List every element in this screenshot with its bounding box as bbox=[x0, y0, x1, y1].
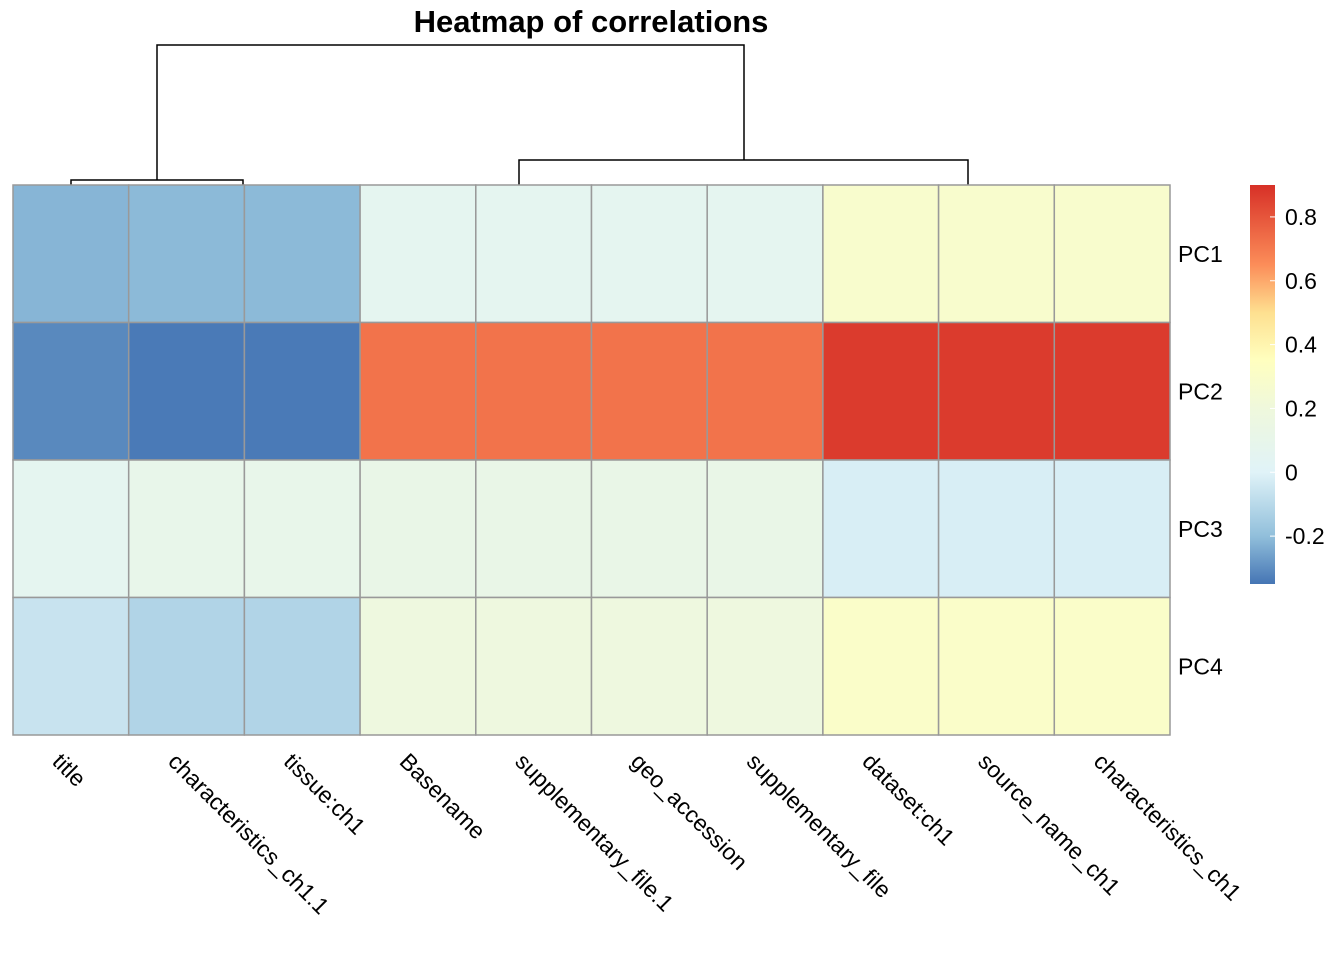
legend-tick-label: 0.8 bbox=[1285, 204, 1317, 230]
heatmap-cell bbox=[127, 321, 246, 461]
heatmap-cell bbox=[12, 184, 130, 324]
heatmap-cell bbox=[359, 596, 477, 736]
heatmap-cell bbox=[359, 459, 477, 599]
heatmap-cell bbox=[937, 321, 1056, 461]
heatmap-cell bbox=[1053, 321, 1171, 461]
heatmap-cell bbox=[706, 596, 824, 736]
column-label: Basename bbox=[395, 748, 491, 844]
legend-tick-label: 0.4 bbox=[1285, 332, 1317, 358]
column-label: geo_accession bbox=[626, 748, 753, 875]
heatmap-cell bbox=[127, 596, 246, 736]
heatmap-cell bbox=[822, 459, 940, 599]
legend-tick-label: 0.2 bbox=[1285, 395, 1317, 421]
heatmap-cell bbox=[359, 321, 477, 461]
heatmap-cells bbox=[12, 184, 1171, 736]
heatmap-cell bbox=[359, 184, 477, 324]
dendrogram-branch bbox=[518, 159, 969, 185]
heatmap-cell bbox=[590, 321, 708, 461]
heatmap-cell bbox=[706, 184, 824, 324]
chart-title: Heatmap of correlations bbox=[414, 4, 769, 39]
heatmap-cell bbox=[243, 459, 361, 599]
heatmap-cell bbox=[475, 321, 593, 461]
column-label: tissue:ch1 bbox=[279, 748, 371, 840]
heatmap-cell bbox=[243, 321, 361, 461]
heatmap-cell bbox=[1053, 184, 1171, 324]
legend-tick-label: -0.2 bbox=[1285, 523, 1325, 549]
heatmap-cell bbox=[590, 596, 708, 736]
heatmap-cell bbox=[1053, 596, 1171, 736]
heatmap-cell bbox=[12, 459, 130, 599]
row-label: PC3 bbox=[1178, 516, 1223, 542]
heatmap-cell bbox=[822, 596, 940, 736]
heatmap-cell bbox=[822, 184, 940, 324]
heatmap-cell bbox=[937, 184, 1056, 324]
heatmap-cell bbox=[475, 184, 593, 324]
row-label: PC1 bbox=[1178, 241, 1223, 267]
heatmap-cell bbox=[12, 321, 130, 461]
column-dendrogram bbox=[70, 44, 969, 185]
heatmap-cell bbox=[475, 459, 593, 599]
column-label: dataset:ch1 bbox=[857, 748, 959, 850]
heatmap-cell bbox=[937, 596, 1056, 736]
heatmap-cell bbox=[127, 184, 246, 324]
heatmap-cell bbox=[706, 321, 824, 461]
heatmap-cell bbox=[937, 459, 1056, 599]
heatmap-cell bbox=[12, 596, 130, 736]
legend-tick-label: 0 bbox=[1285, 459, 1298, 485]
heatmap-cell bbox=[127, 459, 246, 599]
heatmap-cell bbox=[243, 184, 361, 324]
heatmap-cell bbox=[706, 459, 824, 599]
row-label: PC2 bbox=[1178, 378, 1223, 404]
heatmap-cell bbox=[822, 321, 940, 461]
legend-colorbar bbox=[1250, 185, 1275, 584]
dendrogram-branch bbox=[156, 44, 745, 180]
row-label: PC4 bbox=[1178, 653, 1223, 679]
heatmap-cell bbox=[590, 459, 708, 599]
column-label: title bbox=[48, 748, 92, 792]
heatmap-cell bbox=[1053, 459, 1171, 599]
legend-tick-label: 0.6 bbox=[1285, 268, 1317, 294]
heatmap-cell bbox=[590, 184, 708, 324]
row-labels: PC1 PC2 PC3 PC4 bbox=[1178, 241, 1223, 680]
color-legend: 0.8 0.6 0.4 0.2 0 -0.2 bbox=[1250, 185, 1325, 584]
heatmap-cell bbox=[243, 596, 361, 736]
heatmap-cell bbox=[475, 596, 593, 736]
